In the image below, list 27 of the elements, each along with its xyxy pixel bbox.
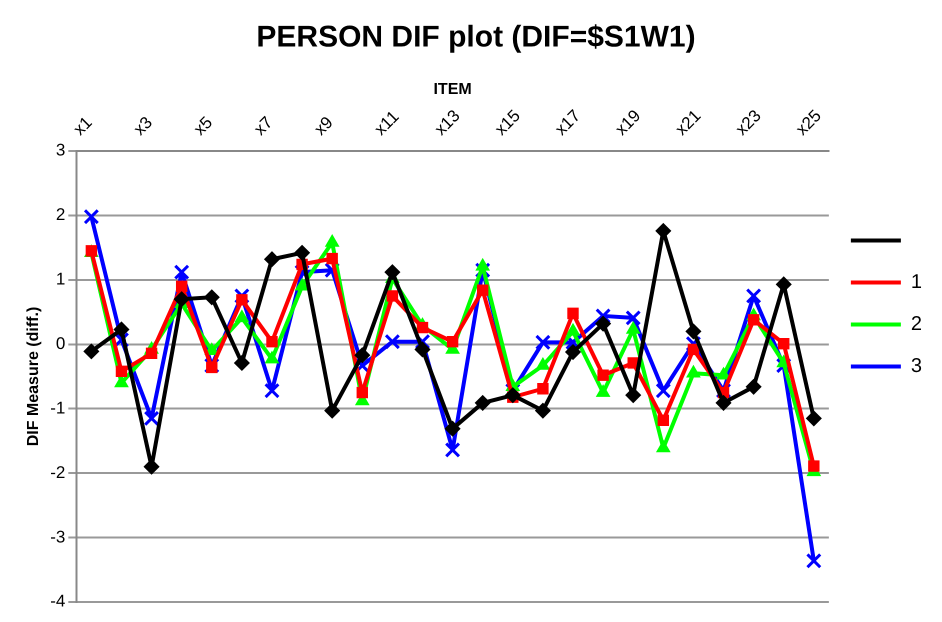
x-tick-label: x7 bbox=[250, 112, 276, 139]
x-tick-label: x19 bbox=[611, 106, 644, 139]
y-axis-title: DIF Measure (diff.) bbox=[25, 306, 42, 446]
y-tick-label: 2 bbox=[56, 205, 66, 224]
legend-label: 3 bbox=[910, 355, 922, 378]
x-tick-label: x15 bbox=[491, 106, 524, 139]
legend-label: 1 bbox=[910, 271, 922, 294]
y-tick-label: -4 bbox=[50, 592, 66, 611]
y-tick-label: 0 bbox=[56, 334, 66, 353]
y-tick-label: 3 bbox=[56, 140, 66, 160]
x-tick-label: x25 bbox=[792, 106, 825, 139]
y-tick-label: -3 bbox=[50, 527, 66, 546]
x-tick-label: x23 bbox=[732, 106, 765, 139]
y-tick-label: -1 bbox=[50, 398, 66, 418]
y-tick-label: -2 bbox=[50, 462, 66, 482]
x-tick-label: x17 bbox=[551, 106, 584, 139]
x-tick-label: x5 bbox=[190, 112, 216, 139]
x-tick-label: x21 bbox=[672, 106, 705, 139]
x-tick-label: x9 bbox=[310, 112, 337, 139]
x-tick-label: x1 bbox=[70, 112, 96, 139]
chart-title: PERSON DIF plot (DIF=$S1W1) bbox=[256, 20, 696, 54]
x-axis-title: ITEM bbox=[433, 81, 472, 98]
x-tick-label: x13 bbox=[430, 106, 464, 139]
x-tick-label: x3 bbox=[130, 112, 156, 139]
x-tick-label: x11 bbox=[370, 107, 403, 139]
y-tick-label: 1 bbox=[56, 270, 66, 289]
legend-label: 2 bbox=[910, 313, 922, 336]
